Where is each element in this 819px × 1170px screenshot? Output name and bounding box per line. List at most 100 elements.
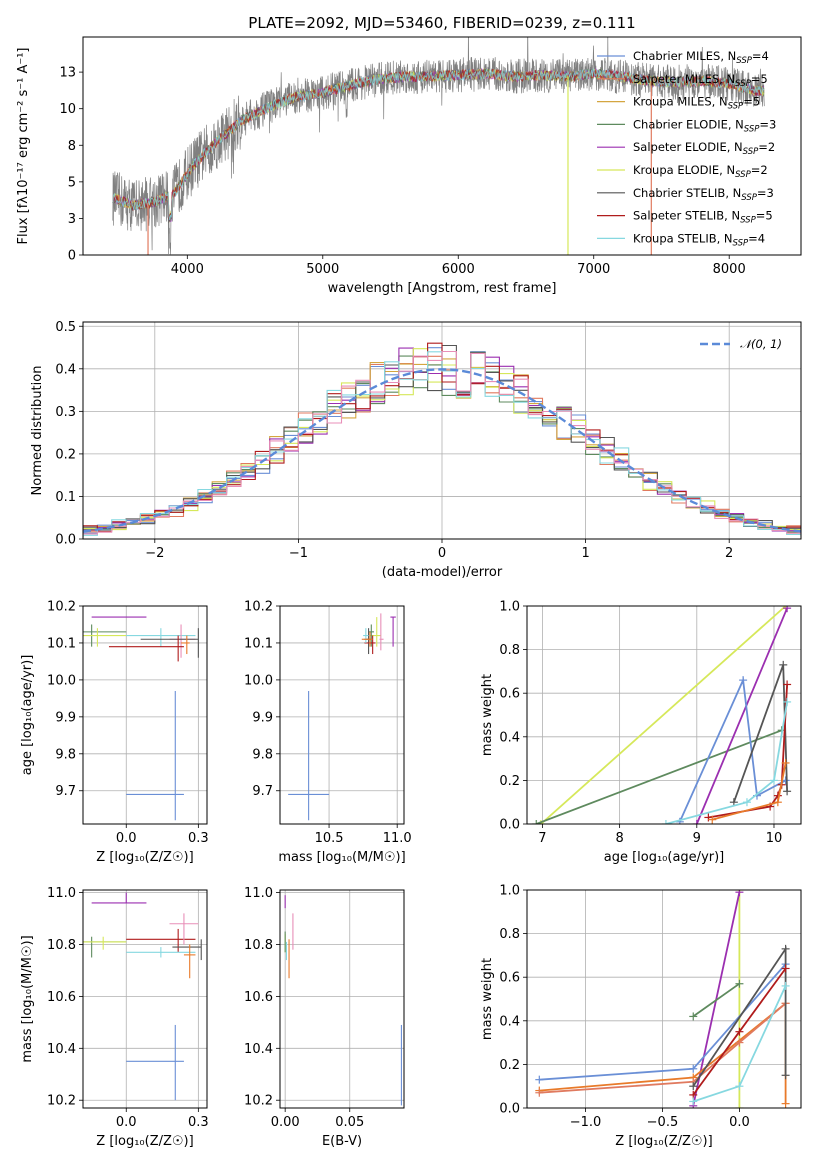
ebv_mass-xtick-label: 0.05 (335, 1115, 364, 1130)
age_weight-ytick-label: 0.6 (499, 687, 520, 702)
legend-entry-name: Salpeter MILES (633, 72, 719, 86)
residuals-xlabel: (data-model)/error (382, 565, 503, 580)
spectrum-ytick-label: 0 (68, 249, 76, 264)
legend-entry-nssp-value: =4 (748, 231, 765, 245)
errorbar-point (126, 1024, 184, 1101)
age_weight-xtick-label: 8 (615, 831, 623, 846)
weight-marker (692, 820, 701, 824)
spectrum-xlabel: wavelength [Angstrom, rest frame] (328, 281, 557, 296)
weight-marker (735, 1038, 744, 1047)
age_weight-ytick-label: 0.2 (499, 774, 520, 789)
legend-entry-nssp-subscript: SSP (735, 170, 751, 180)
legend-entry-nssp-prefix: , N (719, 163, 735, 177)
legend-entry-nssp-subscript: SSP (740, 216, 756, 226)
figure-title: PLATE=2092, MJD=53460, FIBERID=0239, z=0… (248, 14, 635, 32)
histogram-kroupa-stelib (83, 351, 801, 538)
residuals-ytick-label: 0.3 (55, 405, 76, 420)
errorbar-point (83, 936, 127, 958)
residuals-xtick-label: 0 (438, 546, 446, 561)
weight-line-chabrier-miles (678, 676, 787, 823)
legend-entry-name: Kroupa ELODIE (633, 163, 719, 177)
age_weight-ylabel: mass weight (480, 674, 495, 756)
residuals-ytick-label: 0.4 (55, 362, 76, 377)
z_mass-xtick-label: 0.3 (188, 1115, 209, 1130)
weight-marker (535, 1088, 544, 1097)
weight-marker (739, 676, 748, 685)
weight-marker (781, 1071, 790, 1080)
mass_age-xlabel: mass [log₁₀(M/M☉)] (278, 850, 405, 865)
z_age-xtick-label: 0.0 (116, 831, 137, 846)
legend-entry-nssp-value: =5 (743, 95, 760, 109)
legend-entry-name: Salpeter ELODIE (633, 140, 727, 154)
errorbar-point (126, 690, 184, 821)
z_age-ytick-label: 9.9 (55, 710, 76, 725)
z_mass-panel: 0.0 0.3 10.2 10.4 10.6 10.8 11.0 Z [log₁₀(Z/Z☉)… (20, 886, 209, 1149)
errorbar-point (379, 613, 384, 651)
weight-marker (783, 606, 792, 613)
weight-marker (535, 1075, 544, 1084)
z_weight-xtick-label: −0.5 (647, 1115, 679, 1130)
z_mass-plot-area (83, 890, 207, 1108)
errorbar-point (363, 628, 369, 643)
z_age-plot-area (83, 606, 207, 824)
age_weight-plot-area (527, 606, 801, 824)
z_mass-ytick-label: 10.6 (47, 990, 76, 1005)
errorbar-point (288, 690, 330, 821)
errorbar-point (169, 913, 199, 945)
weight-marker (735, 1104, 744, 1108)
errorbar-point (126, 947, 196, 958)
weight-marker (689, 1097, 698, 1106)
weight-marker (781, 981, 790, 990)
weight-marker (773, 798, 782, 807)
weight-marker (781, 758, 790, 767)
spectrum-panel: 4000 5000 6000 7000 8000 0 3 5 8 10 13 wavelength [… (16, 36, 802, 296)
z_weight-panel: −1.0 −0.5 0.0 0.0 0.2 0.4 0.6 0.8 1.0 Z [log₁₀(Z/… (480, 884, 802, 1149)
weight-marker (781, 1099, 790, 1108)
z_weight-xtick-label: −1.0 (570, 1115, 602, 1130)
errorbar-point (169, 624, 196, 658)
weight-marker (769, 776, 778, 785)
residuals-xtick-label: −1 (289, 546, 308, 561)
weight-line-kroupa-elodie (540, 606, 787, 824)
z_weight-ytick-label: 0.6 (499, 971, 520, 986)
legend-entry-nssp-prefix: , N (727, 140, 743, 154)
legend-entry: Chabrier STELIB, NSSP=3 (633, 186, 774, 203)
residuals-ytick-label: 0.2 (55, 447, 76, 462)
age_weight-xlabel: age [log₁₀(age/yr)] (604, 850, 725, 865)
z_age-xtick-label: 0.3 (188, 831, 209, 846)
z_mass-ytick-label: 11.0 (47, 886, 76, 901)
age_weight-ytick-label: 0.8 (499, 643, 520, 658)
weight-line-chabrier-stelib (733, 664, 788, 803)
legend-entry-nssp-subscript: SSP (744, 124, 760, 134)
legend-entry-nssp-prefix: , N (724, 209, 740, 223)
weight-marker (781, 964, 790, 973)
spectrum-xtick-label: 4000 (171, 262, 204, 277)
residuals-plot-area (83, 322, 801, 539)
age_weight-xtick-label: 9 (693, 831, 701, 846)
errorbar-point (361, 631, 373, 647)
z_weight-ytick-label: 0.2 (499, 1058, 520, 1073)
mass_age-panel: 10.5 11.0 9.7 9.8 9.9 10.0 10.1 10.2 mass [log₁₀… (244, 600, 412, 866)
legend-entry-name: Chabrier STELIB (633, 186, 725, 200)
spectrum-ytick-label: 8 (68, 139, 76, 154)
spectrum-xtick-label: 8000 (713, 262, 746, 277)
mass_age-ytick-label: 10.2 (244, 600, 273, 615)
spectrum-xtick-label: 7000 (577, 262, 610, 277)
spectrum-xtick-label: 5000 (306, 262, 339, 277)
weight-marker (735, 1027, 744, 1036)
weight-marker (661, 820, 670, 824)
ebv_mass-ytick-label: 10.6 (244, 990, 273, 1005)
legend-entry-nssp-subscript: SSP (735, 79, 751, 89)
legend-entry: Salpeter ELODIE, NSSP=2 (633, 140, 775, 157)
weight-marker (689, 1012, 698, 1021)
residuals-xtick-label: 2 (725, 546, 733, 561)
weight-marker (783, 787, 792, 796)
spectrum-ytick-label: 3 (68, 212, 76, 227)
z_weight-plot-area (527, 890, 801, 1108)
z_weight-xlabel: Z [log₁₀(Z/Z☉)] (615, 1134, 712, 1149)
legend-entry-nssp-value: =5 (751, 72, 768, 86)
errorbar-point (83, 936, 127, 950)
weight-marker (704, 813, 713, 822)
z_weight-ytick-label: 0.4 (499, 1014, 520, 1029)
errorbar-point (108, 635, 184, 662)
